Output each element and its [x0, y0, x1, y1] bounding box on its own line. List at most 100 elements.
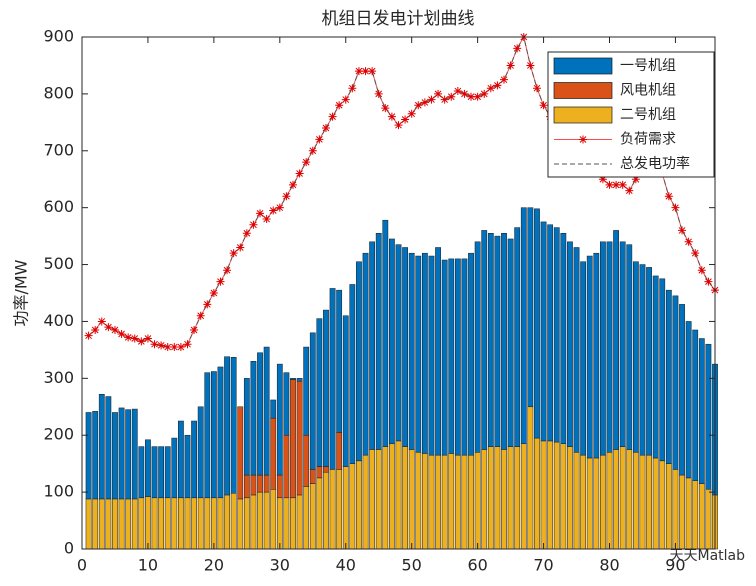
bar — [125, 498, 132, 550]
bar — [309, 332, 316, 470]
bar — [567, 446, 573, 550]
bar — [329, 288, 336, 470]
bar — [290, 379, 296, 499]
bar — [468, 252, 474, 456]
y-tick-label: 200 — [43, 425, 74, 444]
marker — [513, 44, 522, 53]
bar — [441, 454, 448, 550]
marker — [598, 175, 607, 184]
bar — [164, 497, 171, 550]
marker — [321, 124, 330, 133]
x-tick-label: 70 — [533, 556, 553, 575]
bar — [600, 241, 606, 456]
bar — [461, 454, 468, 550]
bar — [573, 452, 580, 550]
bar — [560, 233, 567, 445]
bar — [705, 489, 712, 550]
bar — [158, 446, 165, 499]
bar — [283, 434, 290, 499]
x-tick-label: 10 — [138, 556, 158, 575]
bar — [138, 497, 145, 550]
bar — [520, 443, 527, 550]
bar — [580, 261, 587, 456]
bar — [263, 346, 270, 476]
marker — [124, 333, 133, 342]
bar — [210, 497, 217, 550]
bar — [474, 452, 481, 550]
bar — [613, 230, 619, 450]
legend-swatch — [553, 106, 613, 124]
bar — [329, 469, 336, 550]
marker — [262, 215, 271, 224]
marker — [480, 89, 489, 98]
legend-label: 一号机组 — [620, 58, 676, 74]
marker — [368, 67, 377, 76]
marker — [256, 209, 265, 218]
bar — [586, 255, 593, 459]
bar — [698, 483, 705, 550]
bar — [679, 474, 685, 550]
bar — [534, 437, 540, 550]
marker — [282, 192, 291, 201]
bar — [151, 446, 158, 499]
marker — [631, 175, 640, 184]
bar — [553, 441, 560, 550]
bar — [665, 289, 672, 464]
marker — [678, 226, 687, 235]
marker — [183, 340, 192, 349]
bar — [230, 492, 237, 550]
bar — [296, 380, 303, 496]
marker — [170, 343, 179, 352]
bar — [263, 474, 270, 493]
y-tick-label: 0 — [64, 539, 74, 558]
y-tick-label: 100 — [43, 482, 74, 501]
bar — [323, 309, 329, 467]
bar — [263, 491, 270, 550]
bar — [316, 318, 323, 467]
bar — [257, 474, 263, 493]
marker — [223, 266, 232, 275]
bar — [514, 446, 521, 550]
bar — [296, 494, 303, 550]
bar — [276, 363, 283, 476]
marker — [460, 89, 469, 98]
bar — [323, 466, 329, 473]
marker — [242, 229, 251, 238]
bar — [540, 440, 547, 550]
bar — [98, 498, 105, 550]
x-tick-label: 30 — [270, 556, 290, 575]
marker — [289, 180, 297, 189]
bar — [296, 378, 303, 382]
marker — [453, 87, 462, 96]
x-tick-label: 40 — [336, 556, 356, 575]
bar — [283, 497, 290, 550]
bar — [362, 252, 369, 456]
bar — [191, 497, 197, 550]
bar — [112, 498, 118, 550]
bar — [303, 486, 310, 550]
marker — [190, 325, 199, 334]
chart-title: 机组日发电计划曲线 — [322, 9, 475, 29]
marker — [394, 121, 403, 130]
bar — [421, 453, 428, 550]
marker — [605, 180, 614, 189]
bar — [151, 497, 158, 550]
bar — [415, 255, 422, 453]
bar — [171, 497, 178, 550]
y-axis-label: 功率/MW — [12, 259, 31, 326]
bar — [501, 449, 507, 550]
bar — [92, 498, 99, 550]
bar — [270, 489, 277, 550]
bar — [105, 498, 112, 550]
marker — [137, 337, 146, 346]
bar — [316, 477, 323, 550]
marker — [704, 277, 713, 286]
bar — [632, 452, 639, 550]
marker — [691, 249, 700, 258]
marker — [361, 67, 370, 76]
bar — [454, 258, 461, 456]
marker — [143, 334, 152, 343]
bar — [646, 267, 652, 456]
marker — [539, 101, 548, 110]
